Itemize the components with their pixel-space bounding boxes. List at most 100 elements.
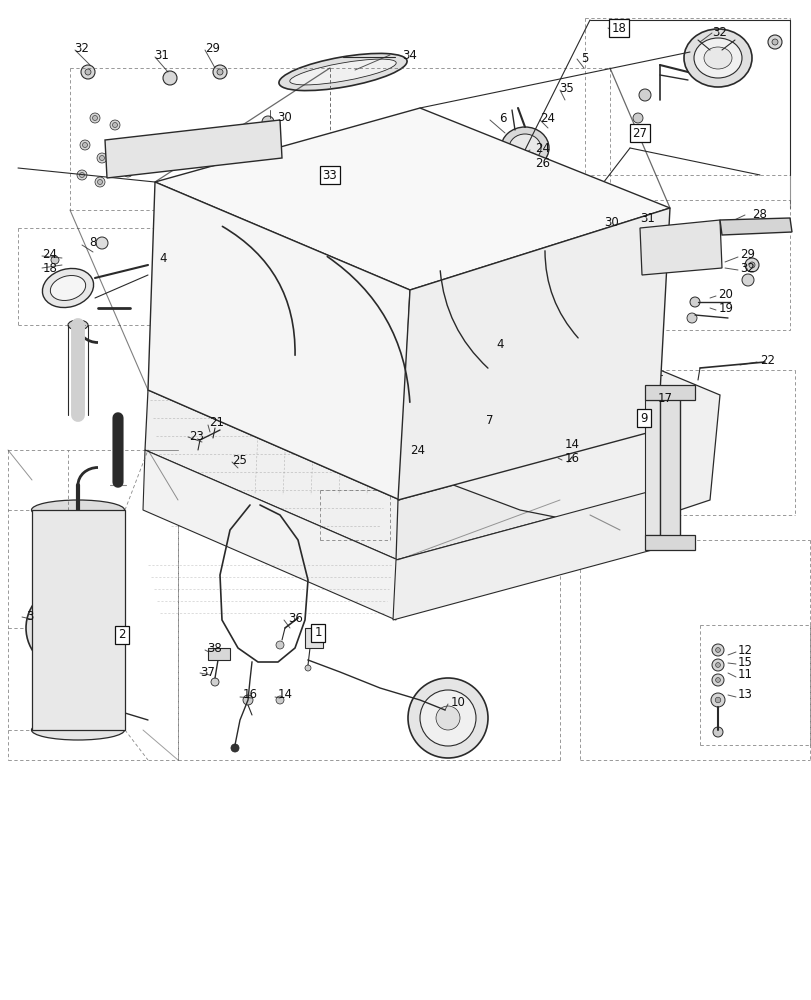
Text: 13: 13 (736, 688, 752, 702)
Circle shape (85, 69, 91, 75)
Text: 2: 2 (118, 629, 126, 642)
Text: 30: 30 (604, 216, 619, 229)
Text: 21: 21 (209, 416, 224, 430)
Text: 1: 1 (314, 626, 321, 640)
Circle shape (744, 258, 758, 272)
Circle shape (714, 678, 719, 682)
Circle shape (109, 120, 120, 130)
Text: 31: 31 (154, 49, 169, 62)
Circle shape (741, 274, 753, 286)
Text: 32: 32 (740, 261, 754, 274)
Polygon shape (719, 218, 791, 235)
Ellipse shape (508, 134, 540, 162)
Circle shape (79, 173, 84, 178)
Circle shape (90, 113, 100, 123)
Ellipse shape (683, 29, 751, 87)
Circle shape (714, 663, 719, 667)
Ellipse shape (42, 268, 93, 308)
Text: 20: 20 (718, 288, 732, 302)
Circle shape (26, 586, 109, 670)
Ellipse shape (279, 53, 406, 91)
Circle shape (526, 153, 536, 163)
Text: 29: 29 (205, 42, 221, 55)
Text: 25: 25 (232, 454, 247, 466)
Circle shape (771, 39, 777, 45)
Circle shape (436, 706, 460, 730)
Ellipse shape (68, 320, 88, 330)
Text: 17: 17 (657, 391, 672, 404)
Circle shape (673, 230, 685, 242)
Polygon shape (32, 510, 125, 730)
Bar (305, 628, 323, 648)
Circle shape (689, 297, 699, 307)
Circle shape (122, 167, 133, 177)
Circle shape (407, 678, 487, 758)
Text: 10: 10 (450, 696, 465, 710)
Circle shape (591, 307, 607, 323)
Text: 27: 27 (632, 127, 646, 140)
Polygon shape (659, 392, 679, 540)
Circle shape (195, 132, 204, 142)
Text: 4: 4 (496, 338, 503, 352)
Ellipse shape (500, 127, 548, 169)
Text: 23: 23 (189, 430, 204, 442)
Ellipse shape (703, 47, 731, 69)
Text: 30: 30 (277, 111, 292, 124)
Polygon shape (639, 220, 721, 275)
Text: 24: 24 (534, 142, 550, 155)
Ellipse shape (448, 432, 487, 458)
Text: 18: 18 (611, 22, 625, 35)
Bar (208, 648, 230, 660)
Text: 19: 19 (718, 302, 732, 314)
Text: 18: 18 (42, 261, 58, 274)
Circle shape (767, 35, 781, 49)
Circle shape (51, 256, 59, 264)
Text: 12: 12 (736, 644, 752, 656)
Circle shape (595, 311, 603, 319)
Circle shape (97, 153, 107, 163)
Text: 29: 29 (740, 248, 754, 261)
Circle shape (276, 641, 284, 649)
Text: 34: 34 (402, 49, 417, 62)
Text: 11: 11 (736, 668, 752, 682)
Text: 26: 26 (534, 157, 550, 170)
Text: 16: 16 (242, 688, 257, 702)
Circle shape (405, 453, 414, 463)
Polygon shape (396, 430, 657, 560)
Circle shape (217, 69, 223, 75)
Circle shape (83, 143, 88, 148)
Ellipse shape (290, 59, 396, 85)
Text: 33: 33 (322, 169, 337, 182)
Text: 7: 7 (486, 414, 493, 426)
Circle shape (711, 659, 723, 671)
Circle shape (242, 695, 253, 705)
Ellipse shape (32, 720, 124, 740)
Circle shape (638, 89, 650, 101)
Ellipse shape (32, 500, 124, 520)
Circle shape (100, 156, 105, 161)
Circle shape (115, 143, 125, 153)
Polygon shape (105, 120, 281, 178)
Text: 3: 3 (26, 609, 33, 622)
Text: 37: 37 (200, 666, 215, 678)
Polygon shape (145, 390, 400, 560)
Text: 36: 36 (288, 611, 303, 624)
Circle shape (525, 167, 534, 177)
Text: 35: 35 (559, 82, 573, 95)
Circle shape (305, 665, 311, 671)
Circle shape (56, 616, 80, 640)
Polygon shape (440, 370, 719, 530)
Circle shape (135, 140, 145, 150)
Circle shape (564, 464, 571, 472)
Text: 32: 32 (712, 26, 727, 39)
Circle shape (712, 727, 722, 737)
Circle shape (113, 123, 118, 128)
Circle shape (96, 237, 108, 249)
Circle shape (674, 255, 684, 265)
Ellipse shape (440, 426, 495, 464)
Circle shape (633, 113, 642, 123)
Circle shape (80, 140, 90, 150)
Circle shape (97, 180, 102, 185)
Text: 6: 6 (499, 112, 506, 125)
Circle shape (81, 65, 95, 79)
